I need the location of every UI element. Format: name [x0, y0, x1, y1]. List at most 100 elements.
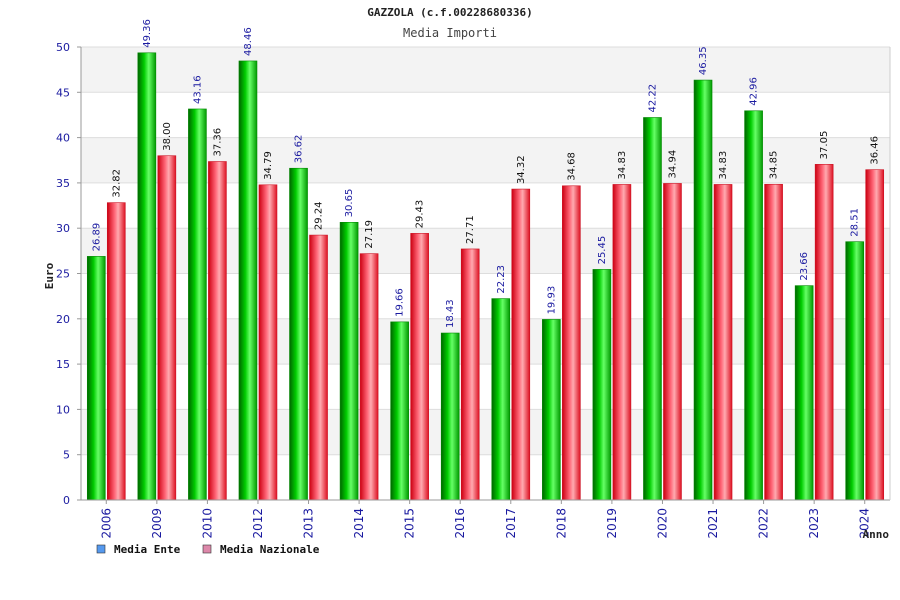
- bar-media-ente: [845, 241, 865, 501]
- data-label-media-nazionale: 32.82: [111, 169, 122, 198]
- bar-media-nazionale: [359, 253, 379, 501]
- bar-media-nazionale: [612, 184, 632, 501]
- bars: [86, 52, 885, 501]
- data-label-media-ente: 22.23: [496, 265, 507, 294]
- x-tick-label: 2024: [858, 508, 872, 539]
- legend-label-media-nazionale: Media Nazionale: [220, 543, 320, 556]
- chart-title: GAZZOLA (c.f.00228680336): [367, 6, 533, 19]
- legend-swatch-media-nazionale: [202, 544, 212, 554]
- x-tick-label: 2010: [200, 508, 214, 539]
- data-label-media-ente: 42.22: [647, 84, 658, 113]
- bar-media-nazionale: [663, 183, 682, 501]
- x-tick-label: 2020: [655, 508, 669, 539]
- bar-media-ente: [794, 285, 814, 501]
- x-tick-label: 2018: [554, 508, 568, 539]
- data-label-media-ente: 46.35: [698, 46, 709, 75]
- data-label-media-ente: 36.62: [294, 135, 305, 164]
- data-label-media-nazionale: 34.83: [718, 151, 729, 180]
- data-label-media-nazionale: 34.32: [516, 155, 527, 184]
- chart-subtitle: Media Importi: [403, 26, 497, 40]
- bar-media-nazionale: [562, 185, 581, 501]
- bar-media-nazionale: [865, 169, 885, 501]
- data-label-media-nazionale: 34.83: [617, 151, 628, 180]
- x-ticks: 2006 2009 2010 2012 2013 2014 2015 2016 2017 2018…: [99, 500, 872, 539]
- data-label-media-ente: 30.65: [344, 189, 355, 218]
- y-tick-label: 20: [56, 313, 70, 326]
- data-label-media-ente: 19.93: [546, 286, 557, 315]
- y-tick-label: 5: [63, 449, 70, 462]
- data-label-media-nazionale: 27.71: [465, 215, 476, 244]
- data-label-media-nazionale: 38.00: [162, 122, 173, 151]
- bar-media-nazionale: [410, 233, 429, 501]
- bar-media-nazionale: [814, 164, 834, 501]
- x-tick-label: 2017: [504, 508, 518, 539]
- plot-band: [81, 47, 890, 93]
- bar-media-ente: [238, 60, 258, 501]
- data-label-media-ente: 26.89: [91, 223, 102, 252]
- data-label-media-ente: 23.66: [799, 252, 810, 281]
- y-tick-label: 45: [56, 86, 70, 99]
- bar-media-ente: [137, 52, 157, 501]
- data-label-media-ente: 42.96: [749, 77, 760, 106]
- y-tick-label: 25: [56, 268, 70, 281]
- bar-media-nazionale: [511, 188, 531, 501]
- data-label-media-nazionale: 34.94: [667, 150, 678, 179]
- bar-media-ente: [491, 298, 511, 501]
- data-label-media-nazionale: 34.85: [769, 151, 780, 180]
- y-tick-label: 50: [56, 41, 70, 54]
- bar-media-nazionale: [106, 202, 126, 501]
- bar-media-ente: [592, 269, 612, 501]
- data-label-media-ente: 28.51: [850, 208, 861, 237]
- y-ticks: 0 5 10 15 20 25 30 35 40 45 50: [56, 41, 81, 507]
- x-tick-label: 2022: [757, 508, 771, 539]
- bar-media-ente: [643, 117, 662, 501]
- data-labels: 26.89 32.82 49.36 38.00 43.16 37.36 48.46 34.79…: [91, 19, 880, 328]
- x-tick-label: 2012: [251, 508, 265, 539]
- bar-media-ente: [542, 319, 561, 501]
- data-label-media-ente: 19.66: [395, 288, 406, 317]
- data-label-media-ente: 25.45: [597, 236, 608, 265]
- y-tick-label: 40: [56, 132, 70, 145]
- data-label-media-ente: 43.16: [192, 75, 203, 104]
- bar-media-nazionale: [157, 155, 177, 501]
- bar-media-ente: [693, 79, 713, 501]
- bar-media-ente: [339, 222, 359, 501]
- data-label-media-ente: 49.36: [142, 19, 153, 48]
- bar-media-nazionale: [764, 183, 783, 501]
- legend-swatch-media-ente: [96, 544, 106, 554]
- data-label-media-ente: 18.43: [445, 299, 456, 328]
- legend-label-media-ente: Media Ente: [114, 543, 181, 556]
- data-label-media-nazionale: 29.43: [415, 200, 426, 229]
- data-label-media-nazionale: 34.68: [566, 152, 577, 181]
- bar-media-nazionale: [460, 248, 480, 501]
- bar-media-ente: [440, 332, 460, 501]
- bar-media-ente: [86, 256, 106, 501]
- data-label-media-nazionale: 34.79: [263, 151, 274, 180]
- bar-media-ente: [744, 110, 763, 501]
- y-tick-label: 15: [56, 358, 70, 371]
- x-tick-label: 2015: [403, 508, 417, 539]
- y-tick-label: 0: [63, 494, 70, 507]
- x-axis-label: Anno: [863, 528, 890, 541]
- bar-media-ente: [188, 108, 207, 501]
- data-label-media-nazionale: 29.24: [314, 201, 325, 230]
- bar-media-nazionale: [309, 234, 328, 501]
- data-label-media-nazionale: 37.05: [819, 131, 830, 160]
- y-tick-label: 30: [56, 222, 70, 235]
- data-label-media-nazionale: 37.36: [212, 128, 223, 157]
- x-tick-label: 2016: [453, 508, 467, 539]
- x-tick-label: 2023: [807, 508, 821, 539]
- x-tick-label: 2019: [605, 508, 619, 539]
- x-tick-label: 2006: [99, 508, 113, 539]
- x-tick-label: 2009: [150, 508, 164, 539]
- legend: Media Ente Media Nazionale: [96, 543, 320, 556]
- y-tick-label: 10: [56, 403, 70, 416]
- bar-media-ente: [289, 167, 308, 501]
- bar-media-nazionale: [208, 161, 227, 501]
- y-axis-label: Euro: [43, 262, 56, 289]
- y-tick-label: 35: [56, 177, 70, 190]
- bar-media-ente: [390, 321, 409, 501]
- data-label-media-nazionale: 36.46: [870, 136, 881, 165]
- data-label-media-ente: 48.46: [243, 27, 254, 56]
- data-label-media-nazionale: 27.19: [364, 220, 375, 249]
